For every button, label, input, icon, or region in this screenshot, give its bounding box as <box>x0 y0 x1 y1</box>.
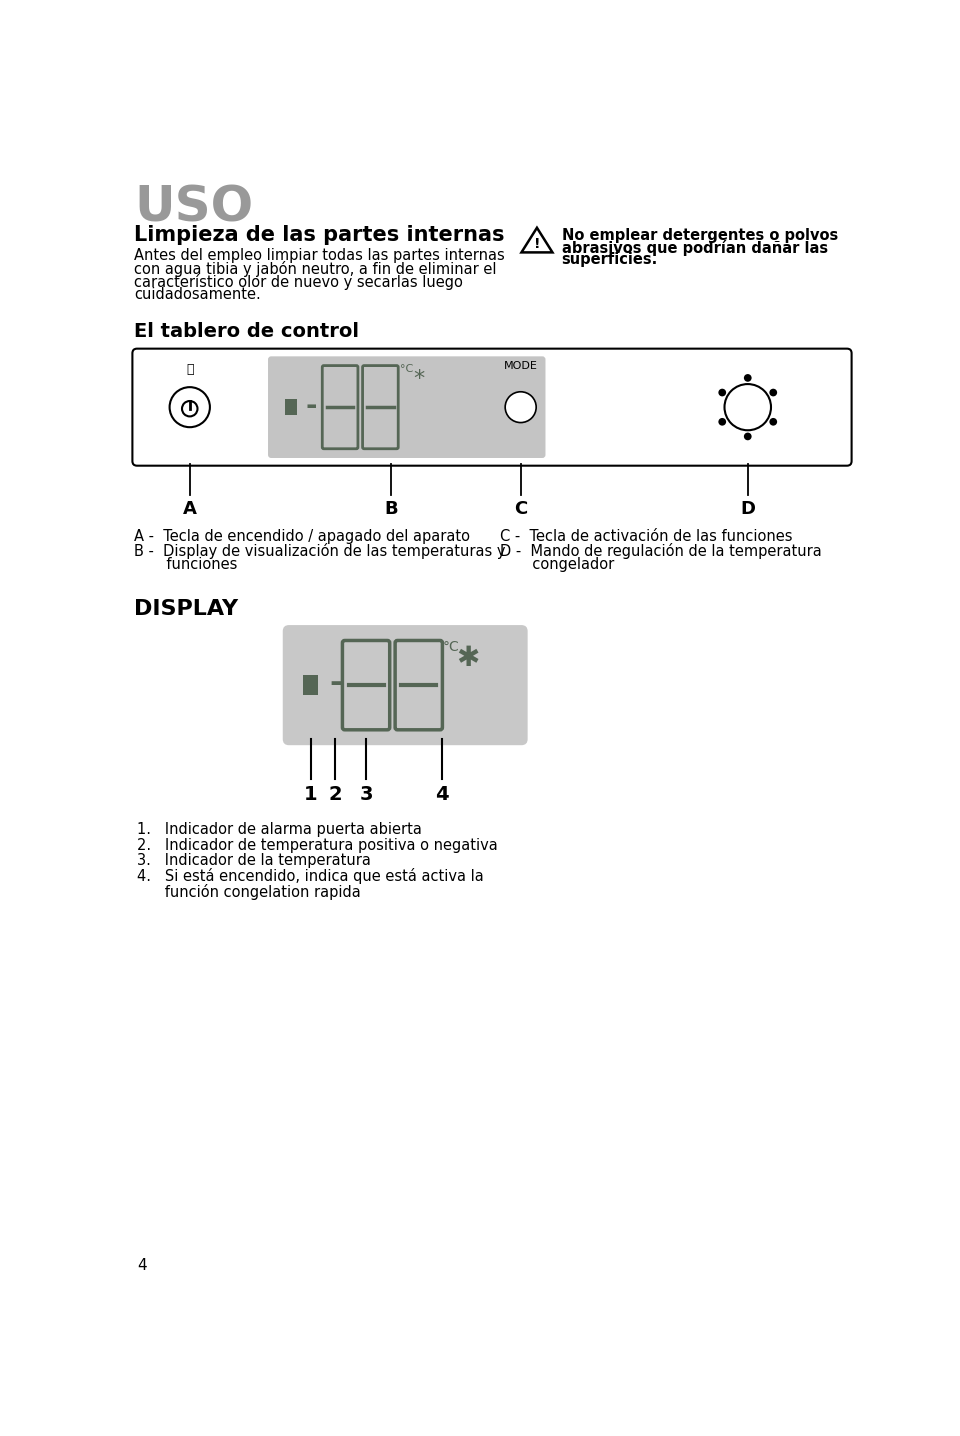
FancyBboxPatch shape <box>268 356 545 458</box>
Text: C: C <box>514 500 527 517</box>
Text: B -  Display de visualización de las temperaturas y: B - Display de visualización de las temp… <box>134 543 506 559</box>
Text: 3.   Indicador de la temperatura: 3. Indicador de la temperatura <box>137 853 371 867</box>
Text: 1.   Indicador de alarma puerta abierta: 1. Indicador de alarma puerta abierta <box>137 823 422 837</box>
Text: superficies.: superficies. <box>562 253 658 267</box>
Text: Antes del empleo limpiar todas las partes internas: Antes del empleo limpiar todas las parte… <box>134 248 505 263</box>
FancyBboxPatch shape <box>283 625 528 745</box>
Text: -: - <box>329 669 342 698</box>
Text: -: - <box>305 392 317 419</box>
Text: funciones: funciones <box>134 557 237 572</box>
Circle shape <box>744 373 752 382</box>
Bar <box>285 399 298 415</box>
Text: D -  Mando de regulación de la temperatura: D - Mando de regulación de la temperatur… <box>500 543 822 559</box>
Text: °C: °C <box>443 640 459 655</box>
Text: 4: 4 <box>435 785 449 804</box>
Text: 3: 3 <box>359 785 372 804</box>
Text: A -  Tecla de encendido / apagado del aparato: A - Tecla de encendido / apagado del apa… <box>134 528 470 544</box>
Text: B: B <box>384 500 398 517</box>
Circle shape <box>718 389 726 396</box>
Text: cuidadosamente.: cuidadosamente. <box>134 287 261 302</box>
Text: abrasivos que podrían dañar las: abrasivos que podrían dañar las <box>562 240 828 256</box>
Text: 2.   Indicador de temperatura positiva o negativa: 2. Indicador de temperatura positiva o n… <box>137 837 498 853</box>
Text: característico olor de nuevo y secarlas luego: característico olor de nuevo y secarlas … <box>134 274 463 290</box>
Text: No emplear detergentes o polvos: No emplear detergentes o polvos <box>562 228 838 243</box>
Circle shape <box>744 432 752 441</box>
Circle shape <box>769 389 778 396</box>
Text: !: ! <box>534 237 540 251</box>
Text: 4.   Si está encendido, indica que está activa la: 4. Si está encendido, indica que está ac… <box>137 869 484 885</box>
Text: USO: USO <box>134 184 253 231</box>
Circle shape <box>769 418 778 425</box>
Text: 1: 1 <box>303 785 318 804</box>
Text: congelador: congelador <box>500 557 614 572</box>
Text: MODE: MODE <box>504 360 538 370</box>
Text: Limpieza de las partes internas: Limpieza de las partes internas <box>134 224 504 244</box>
Text: función congelation rapida: función congelation rapida <box>137 883 361 900</box>
Circle shape <box>718 418 726 425</box>
Text: 4: 4 <box>137 1258 147 1274</box>
Text: El tablero de control: El tablero de control <box>134 323 359 342</box>
Text: C -  Tecla de activación de las funciones: C - Tecla de activación de las funciones <box>500 528 792 544</box>
Text: D: D <box>740 500 756 517</box>
Text: con agua tibia y jabón neutro, a fin de eliminar el: con agua tibia y jabón neutro, a fin de … <box>134 261 496 277</box>
Text: ✱: ✱ <box>456 643 480 672</box>
Bar <box>303 675 319 695</box>
Text: A: A <box>182 500 197 517</box>
Text: DISPLAY: DISPLAY <box>134 599 238 619</box>
Circle shape <box>505 392 537 422</box>
Text: *: * <box>413 369 424 389</box>
Text: 2: 2 <box>328 785 343 804</box>
FancyBboxPatch shape <box>132 349 852 465</box>
Text: °C: °C <box>399 365 413 373</box>
Text: ⏻: ⏻ <box>186 362 194 375</box>
